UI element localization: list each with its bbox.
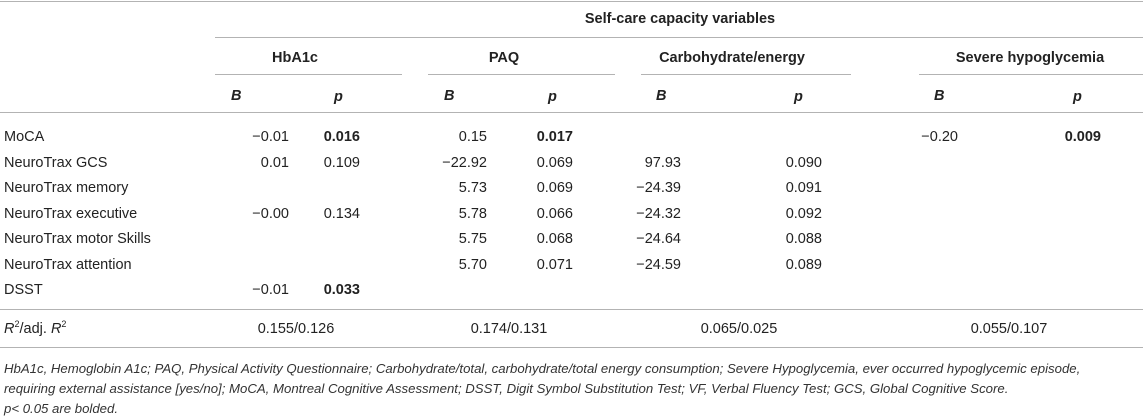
cell-p: 0.066: [536, 206, 573, 222]
cell-p: 0.134: [323, 206, 360, 222]
cell-b: −24.59: [636, 257, 681, 273]
group-header-hba1c: HbA1c: [272, 50, 318, 66]
r2-value-hypoglycemia: 0.055/0.107: [970, 321, 1048, 337]
cell-p: 0.089: [785, 257, 822, 273]
cell-p: 0.017: [536, 129, 573, 145]
row-label: NeuroTrax GCS: [4, 155, 108, 171]
row-label: NeuroTrax motor Skills: [4, 231, 151, 247]
adj-r2-symbol: R: [50, 321, 62, 337]
header-bottom-rule: [0, 112, 1143, 113]
row-label: NeuroTrax attention: [4, 257, 132, 273]
row-label: MoCA: [4, 129, 45, 145]
cell-p: 0.109: [323, 155, 360, 171]
row-label: DSST: [4, 282, 43, 298]
table-footnotes: HbA1c, Hemoglobin A1c; PAQ, Physical Act…: [4, 359, 1140, 419]
group-underline-hypoglycemia: [919, 74, 1143, 75]
cell-b: 5.70: [458, 257, 487, 273]
subheader-b: B: [656, 88, 667, 104]
subheader-p: p: [334, 89, 343, 105]
top-rule: [0, 1, 1143, 2]
cell-b: −0.01: [252, 282, 289, 298]
cell-b: 97.93: [644, 155, 681, 171]
footnote-line: requiring external assistance [yes/no]; …: [4, 381, 1009, 396]
r2-symbol: R: [4, 321, 15, 337]
cell-p: 0.009: [1064, 129, 1101, 145]
r2-label-text: /adj.: [19, 321, 51, 337]
row-label: NeuroTrax executive: [4, 206, 138, 222]
cell-p: 0.090: [785, 155, 822, 171]
cell-p: 0.069: [536, 155, 573, 171]
group-underline-paq: [428, 74, 615, 75]
cell-b: −24.64: [636, 231, 681, 247]
subheader-b: B: [231, 88, 242, 104]
cell-p: 0.088: [785, 231, 822, 247]
body-bottom-rule: [0, 309, 1143, 310]
footnote-line: HbA1c, Hemoglobin A1c; PAQ, Physical Act…: [4, 361, 1081, 376]
group-header-hypoglycemia: Severe hypoglycemia: [955, 50, 1105, 66]
group-header-carbohydrate: Carbohydrate/energy: [659, 50, 805, 66]
cell-b: 5.75: [458, 231, 487, 247]
subheader-p: p: [548, 89, 557, 105]
cell-b: 5.73: [458, 180, 487, 196]
subheader-p: p: [794, 89, 803, 105]
cell-p: 0.033: [323, 282, 360, 298]
cell-p: 0.069: [536, 180, 573, 196]
cell-b: −0.20: [921, 129, 958, 145]
table-title: Self-care capacity variables: [584, 11, 776, 27]
title-underline: [215, 37, 1143, 38]
group-underline-carbohydrate: [641, 74, 851, 75]
cell-p: 0.016: [323, 129, 360, 145]
cell-p: 0.091: [785, 180, 822, 196]
cell-b: 5.78: [458, 206, 487, 222]
adj-r2-superscript: 2: [61, 319, 67, 330]
cell-b: −24.39: [636, 180, 681, 196]
cell-b: 0.01: [260, 155, 289, 171]
subheader-p: p: [1073, 89, 1082, 105]
cell-b: −0.01: [252, 129, 289, 145]
cell-b: −22.92: [442, 155, 487, 171]
subheader-b: B: [934, 88, 945, 104]
cell-p: 0.068: [536, 231, 573, 247]
row-label: NeuroTrax memory: [4, 180, 129, 196]
cell-p: 0.071: [536, 257, 573, 273]
group-underline-hba1c: [215, 74, 402, 75]
subheader-b: B: [444, 88, 455, 104]
r2-value-carbohydrate: 0.065/0.025: [700, 321, 778, 337]
cell-b: 0.15: [458, 129, 487, 145]
cell-b: −0.00: [252, 206, 289, 222]
r2-value-paq: 0.174/0.131: [470, 321, 548, 337]
r2-row-label: R2/adj. R2: [4, 320, 66, 338]
table-bottom-rule: [0, 347, 1143, 348]
group-header-paq: PAQ: [488, 50, 520, 66]
cell-b: −24.32: [636, 206, 681, 222]
r2-value-hba1c: 0.155/0.126: [257, 321, 335, 337]
footnote-line: p< 0.05 are bolded.: [4, 401, 119, 416]
r2-superscript: 2: [14, 319, 20, 330]
cell-p: 0.092: [785, 206, 822, 222]
